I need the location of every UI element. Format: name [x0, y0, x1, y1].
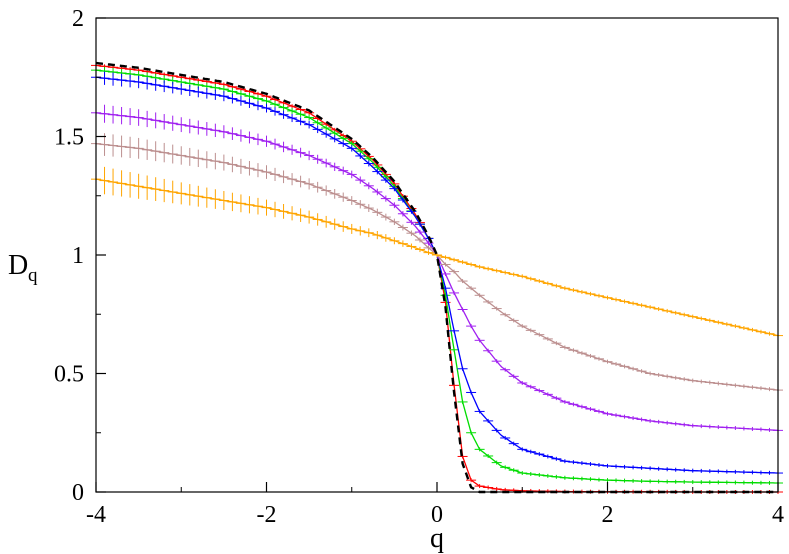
x-axis-title: q: [430, 523, 444, 554]
y-tick-label: 2: [72, 6, 84, 32]
y-axis-title: D q: [8, 250, 38, 286]
tick-layer: -4 -2 0 2 4 0 0.5 1 1.5 2: [54, 6, 784, 528]
series-5: [91, 165, 783, 338]
y-tick-label: 1: [72, 243, 84, 269]
series-line-4: [95, 142, 779, 391]
x-tick-label: -2: [257, 502, 277, 528]
series-layer: [91, 61, 783, 494]
x-tick-label: 0: [431, 502, 443, 528]
series-4: [91, 132, 783, 393]
series-2: [91, 70, 783, 476]
y-tick-label: 1.5: [54, 125, 84, 151]
x-tick-label: 4: [772, 502, 784, 528]
series-3: [91, 103, 783, 433]
y-axis-title-main: D: [8, 250, 28, 281]
x-tick-label: -4: [86, 502, 106, 528]
series-1: [91, 65, 783, 485]
y-tick-label: 0: [72, 480, 84, 506]
y-axis-title-subscript: q: [28, 265, 38, 286]
x-tick-label: 2: [602, 502, 614, 528]
series-line-2: [95, 76, 778, 474]
y-tick-label: 0.5: [54, 362, 84, 388]
